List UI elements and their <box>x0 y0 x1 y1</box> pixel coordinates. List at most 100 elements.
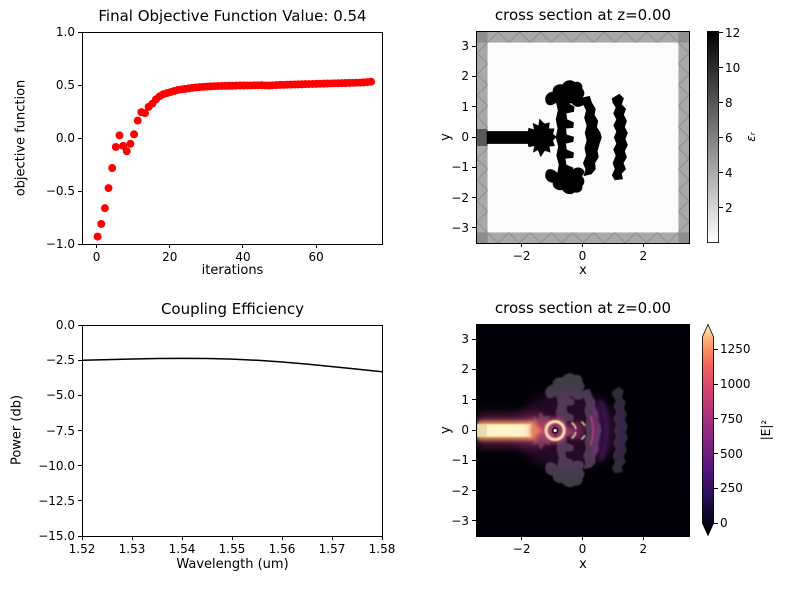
y-tick-mark <box>78 137 82 139</box>
colorbar-tick-label: 6 <box>725 130 733 145</box>
y-tick-label: 3 <box>461 39 469 54</box>
y-tick-label: 3 <box>461 332 469 347</box>
x-tick-mark <box>96 244 98 248</box>
y-tick-label: 2 <box>461 362 469 377</box>
objective-plot-title: Final Objective Function Value: 0.54 <box>98 7 367 25</box>
y-tick-label: 2 <box>461 69 469 84</box>
y-tick-label: 1 <box>461 99 469 114</box>
colorbar-tick-label: 4 <box>725 165 733 180</box>
coupling-xaxis-label: Wavelength (um) <box>176 557 289 572</box>
x-tick-label: −2 <box>512 249 531 263</box>
x-tick-mark <box>242 244 244 248</box>
y-tick-label: 0.0 <box>55 318 75 332</box>
x-tick-mark <box>331 536 333 540</box>
y-tick-mark <box>78 31 82 33</box>
y-tick-label: 1.0 <box>55 25 75 39</box>
colorbar-tick-mark <box>714 453 718 455</box>
y-tick-mark <box>472 75 476 77</box>
y-tick-mark <box>472 459 476 461</box>
x-tick-label: 1.55 <box>218 542 246 556</box>
colorbar-tick-mark <box>719 67 723 69</box>
y-tick-mark <box>472 368 476 370</box>
colorbar-tick-mark <box>714 418 718 420</box>
x-tick-label: 40 <box>235 250 251 264</box>
y-tick-label: −15.0 <box>38 529 75 543</box>
y-tick-label: 0 <box>461 423 469 437</box>
x-tick-mark <box>582 243 583 247</box>
y-tick-label: −1.0 <box>45 237 75 251</box>
y-tick-mark <box>472 136 476 138</box>
x-tick-label: 1.54 <box>168 542 196 556</box>
x-tick-mark <box>642 243 644 247</box>
colorbar-tick-label: 10 <box>725 60 741 75</box>
colorbar-tick-mark <box>714 348 718 350</box>
x-tick-label: 0 <box>578 542 587 556</box>
permittivity-cross-section-plot <box>476 31 690 244</box>
colorbar-tick-mark <box>719 32 723 34</box>
objective-scatter-canvas <box>93 77 376 241</box>
colorbar-tick-mark <box>719 207 723 209</box>
colorbar-tick-mark <box>719 102 723 104</box>
x-tick-mark <box>169 244 171 248</box>
x-tick-label: 20 <box>162 250 178 264</box>
y-tick-label: 1 <box>461 392 469 407</box>
colorbar-tick-mark <box>719 172 723 174</box>
y-tick-mark <box>472 197 476 199</box>
field-xaxis-label: x <box>579 557 587 572</box>
x-tick-label: 0 <box>92 250 101 264</box>
colorbar-tick-label: 12 <box>725 25 741 40</box>
y-tick-label: −5.0 <box>45 388 75 403</box>
x-tick-mark <box>281 536 283 540</box>
field-colorbar-label: |E|² <box>759 419 773 441</box>
y-tick-mark <box>472 166 476 168</box>
y-tick-mark <box>78 324 82 326</box>
y-tick-label: 0.5 <box>55 78 75 92</box>
x-tick-mark <box>231 536 233 540</box>
y-tick-label: −0.5 <box>45 184 75 198</box>
y-tick-mark <box>78 500 82 502</box>
y-tick-mark <box>78 243 82 245</box>
y-tick-mark <box>78 430 82 431</box>
colorbar-tick-label: 1000 <box>720 377 751 392</box>
y-tick-label: −2 <box>451 190 469 205</box>
y-tick-label: −2 <box>451 483 469 498</box>
y-tick-mark <box>472 227 476 229</box>
x-tick-mark <box>521 243 523 247</box>
colorbar-tick-label: 250 <box>720 481 743 496</box>
x-tick-label: 1.53 <box>118 542 146 556</box>
y-tick-mark <box>472 338 476 340</box>
y-tick-mark <box>472 429 476 431</box>
y-tick-label: −12.5 <box>38 493 75 508</box>
y-tick-label: −2.5 <box>45 353 75 368</box>
x-tick-mark <box>315 244 317 248</box>
x-tick-label: 1.52 <box>68 542 96 556</box>
x-tick-label: −2 <box>512 542 531 556</box>
y-tick-label: −7.5 <box>45 423 75 438</box>
y-tick-mark <box>78 394 82 396</box>
field-plot-title: cross section at z=0.00 <box>494 299 672 317</box>
coupling-line-canvas <box>83 357 382 373</box>
colorbar-tick-mark <box>714 383 718 385</box>
x-tick-label: 1.58 <box>368 542 396 556</box>
y-tick-mark <box>472 520 476 522</box>
y-tick-mark <box>78 190 82 192</box>
x-tick-mark <box>181 536 183 540</box>
x-tick-mark <box>381 536 383 540</box>
x-tick-mark <box>582 536 583 540</box>
y-tick-label: −3 <box>451 513 469 528</box>
x-tick-mark <box>521 536 523 540</box>
colorbar-tick-label: 1250 <box>720 342 751 357</box>
colorbar-tick-mark <box>719 137 723 139</box>
y-tick-mark <box>472 106 476 108</box>
objective-xaxis-label: iterations <box>201 263 264 278</box>
y-tick-mark <box>78 465 82 467</box>
y-tick-mark <box>472 399 476 401</box>
x-tick-mark <box>642 536 644 540</box>
permittivity-colorbar <box>707 31 719 243</box>
y-tick-mark <box>78 535 82 537</box>
coupling-plot-title: Coupling Efficiency <box>160 300 305 318</box>
colorbar-tick-mark <box>714 522 718 524</box>
y-tick-mark <box>78 84 82 86</box>
coupling-efficiency-plot <box>82 325 383 537</box>
